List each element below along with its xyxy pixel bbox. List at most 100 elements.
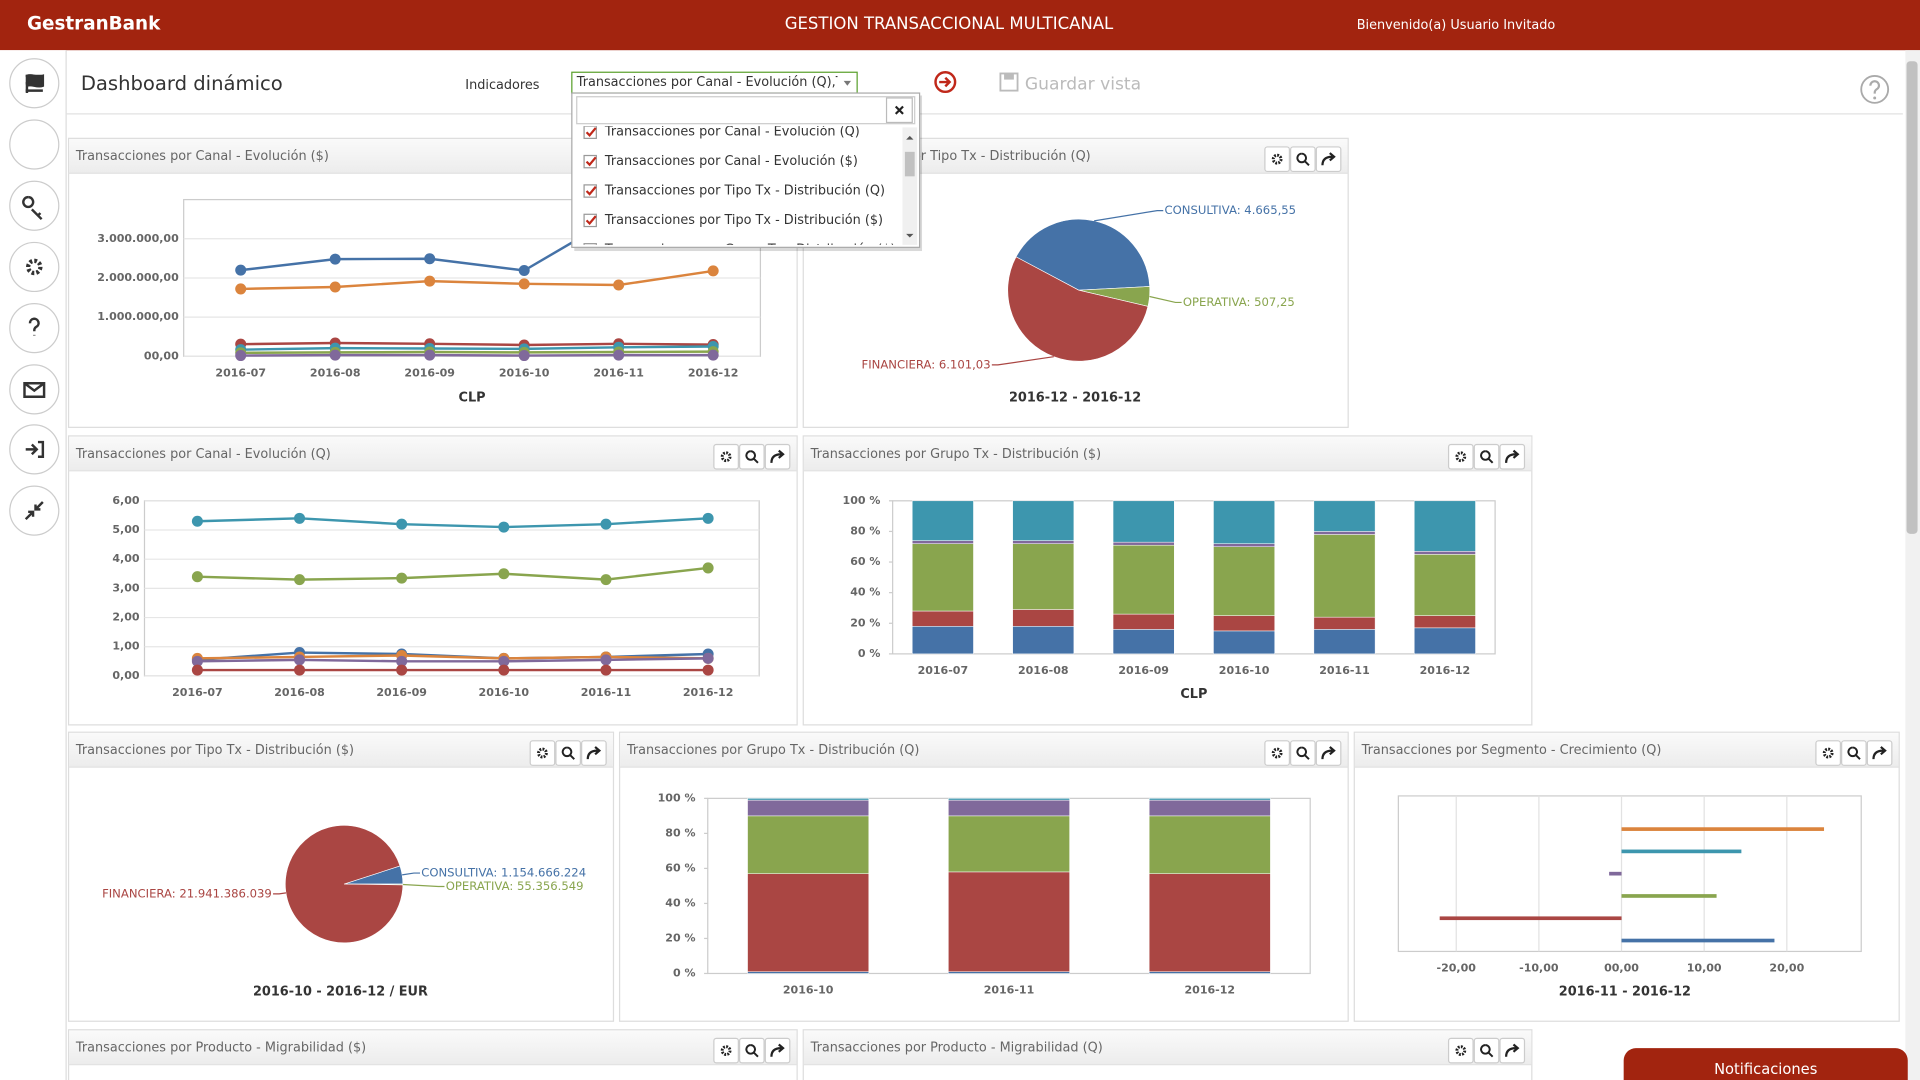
- overlay: Notificaciones Transacciones por Canal - …: [571, 92, 1908, 1080]
- leader-line: [402, 872, 420, 876]
- y-tick-label: 3,00: [112, 581, 140, 594]
- panel-tool[interactable]: [1473, 1037, 1500, 1064]
- notifications-tab[interactable]: [1623, 1048, 1908, 1080]
- gear-icon: [720, 451, 732, 463]
- panel-tool[interactable]: [1290, 740, 1316, 766]
- bar-segment: [912, 500, 974, 541]
- scrollbar-thumb[interactable]: [1906, 61, 1918, 534]
- share-icon: [1321, 152, 1336, 166]
- sidebar-button[interactable]: [9, 241, 60, 293]
- x-tick-label: 2016-10: [783, 984, 834, 997]
- point: [498, 521, 510, 533]
- dropdown-item[interactable]: Transacciones por Grupo Tx - Distribució…: [583, 242, 895, 257]
- bar-segment: [1112, 629, 1175, 655]
- panel-tool[interactable]: [1447, 1037, 1474, 1064]
- help-button[interactable]: [1860, 75, 1890, 104]
- y-tick-label: 60 %: [850, 555, 880, 568]
- series-line: [240, 269, 714, 291]
- item-label: Transacciones por Canal - Evolución ($): [604, 154, 858, 169]
- chart: 0,00 1,00 2,00 3,00 4,00 5,00 6,00 2016-07 2016-…: [112, 494, 760, 699]
- dropdown-item[interactable]: Transacciones por Tipo Tx - Distribución…: [583, 184, 885, 199]
- panel-tool[interactable]: [1315, 146, 1342, 173]
- x-tick-label: -20,00: [1437, 962, 1477, 975]
- sidebar-icon: [22, 195, 43, 221]
- share-icon: [770, 1043, 785, 1057]
- series-line: [197, 566, 709, 581]
- plot-frame: [1397, 795, 1862, 953]
- pie-slice: [285, 825, 404, 944]
- checkmark: [585, 156, 597, 167]
- panel-tool[interactable]: [1815, 740, 1842, 766]
- panel-tool[interactable]: [1264, 146, 1290, 173]
- point: [424, 349, 436, 361]
- data-label: CONSULTIVA: 1.154.666.224: [421, 866, 586, 880]
- panel-tool[interactable]: [713, 1037, 739, 1064]
- point: [329, 253, 341, 265]
- x-axis-label: CLP: [1180, 687, 1207, 702]
- point: [294, 574, 306, 586]
- panel-tool[interactable]: [713, 443, 739, 470]
- sidebar-button[interactable]: [9, 485, 60, 536]
- sidebar-button[interactable]: [9, 303, 60, 354]
- x-tick-label: 2016-10: [499, 366, 550, 379]
- panel-tool[interactable]: [1473, 443, 1500, 470]
- tool-button: [764, 1037, 791, 1064]
- search-icon: [1480, 450, 1494, 464]
- bar-segment: [1148, 873, 1271, 972]
- panel-tool[interactable]: [1315, 740, 1342, 766]
- dropdown-item[interactable]: Transacciones por Canal - Evolución (Q): [583, 125, 860, 140]
- panel-tool[interactable]: [555, 740, 582, 766]
- scroll-down[interactable]: [906, 233, 914, 238]
- tool-button: [1447, 1037, 1474, 1064]
- panel-tool[interactable]: [1290, 146, 1316, 173]
- dropdown-item[interactable]: Transacciones por Canal - Evolución ($): [583, 154, 858, 169]
- panel: Transacciones por Tipo Tx - Distribución…: [67, 731, 615, 1022]
- panel-header: [1354, 732, 1899, 768]
- panel-tool[interactable]: [738, 1037, 765, 1064]
- panel-tool[interactable]: [764, 1037, 791, 1064]
- sidebar-button[interactable]: [9, 424, 60, 475]
- y-tick-label: 2.000.000,00: [97, 271, 179, 284]
- panel-tool[interactable]: [764, 443, 791, 470]
- panel-tool[interactable]: [1447, 443, 1474, 470]
- sidebar-button[interactable]: [9, 74, 60, 170]
- dropdown-item[interactable]: Transacciones por Tipo Tx - Distribución…: [583, 213, 883, 228]
- scroll-up[interactable]: [906, 135, 914, 140]
- chart-subtitle: 2016-12 - 2016-12: [1009, 390, 1141, 405]
- sidebar-button[interactable]: [9, 180, 60, 231]
- x-tick-label: 2016-11: [1319, 664, 1370, 677]
- point: [191, 664, 203, 676]
- panel-tool[interactable]: [738, 443, 765, 470]
- point: [498, 655, 510, 667]
- y-tick-label: 100 %: [843, 494, 881, 507]
- panel-tool[interactable]: [1499, 443, 1526, 470]
- panel-tool[interactable]: [1499, 1037, 1526, 1064]
- bar: [1621, 827, 1825, 831]
- panel-header: [69, 732, 613, 768]
- data-label: FINANCIERA: 21.941.386.039: [102, 886, 272, 900]
- series-line: [197, 517, 709, 529]
- sidebar-button[interactable]: [9, 364, 60, 415]
- tool-button: [738, 1037, 765, 1064]
- x-tick-label: 2016-10: [479, 686, 530, 699]
- gear-icon: [1455, 451, 1467, 463]
- point: [613, 279, 625, 291]
- save-view[interactable]: Guardar vista: [1025, 74, 1141, 94]
- y-tick-label: 20 %: [850, 616, 880, 629]
- panel-tool[interactable]: [581, 740, 607, 766]
- bar-segment: [1112, 613, 1175, 630]
- panel-tool[interactable]: [1264, 740, 1290, 766]
- panel-tool[interactable]: [1866, 740, 1893, 766]
- go-button[interactable]: [934, 71, 957, 94]
- dropdown-search[interactable]: [576, 96, 916, 125]
- panel-tool[interactable]: [529, 740, 556, 766]
- y-tick-label: 3.000.000,00: [97, 232, 179, 245]
- close-button[interactable]: [885, 97, 913, 124]
- panel-tool[interactable]: [1841, 740, 1867, 766]
- bar-segment: [1213, 630, 1275, 655]
- list-thumb[interactable]: [904, 151, 915, 177]
- tool-button: [529, 740, 556, 766]
- leader-line: [991, 356, 1054, 366]
- panel-title: Transacciones por Canal - Evolución ($): [75, 149, 329, 164]
